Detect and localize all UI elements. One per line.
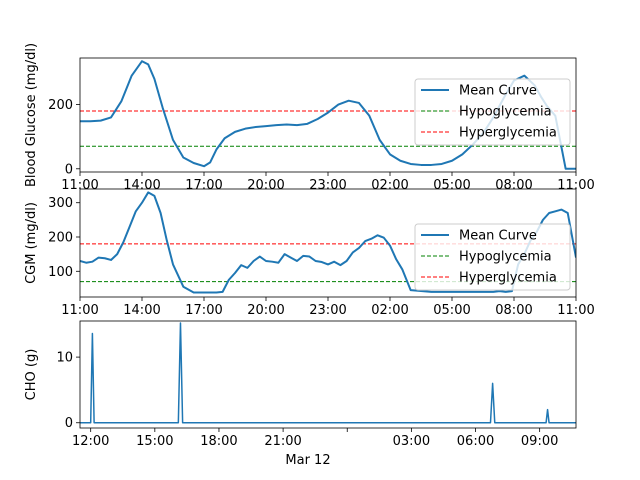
legend-label: Hyperglycemia bbox=[459, 271, 557, 286]
legend: Mean Curve Hypoglycemia Hyperglycemia bbox=[414, 223, 571, 291]
y-tick-label: 10 bbox=[56, 351, 73, 366]
cho-panel: 12:00 15:00 18:00 21:00 03:00 06:00 09:00 0 10 CH… bbox=[24, 320, 577, 468]
plot-area bbox=[80, 322, 576, 424]
legend-box bbox=[414, 78, 571, 146]
legend-label: Hypoglycemia bbox=[459, 250, 552, 265]
x-tick-label: 23:00 bbox=[309, 178, 346, 193]
x-tick-label: 20:00 bbox=[247, 178, 284, 193]
x-tick-label: 02:00 bbox=[371, 178, 408, 193]
y-tick-label: 100 bbox=[48, 265, 73, 280]
x-tick-label: 06:00 bbox=[457, 434, 494, 449]
legend: Mean Curve Hypoglycemia Hyperglycemia bbox=[414, 78, 571, 146]
blood-glucose-panel: 11:00 14:00 17:00 20:00 23:00 02:00 05:00 08:00… bbox=[24, 43, 595, 193]
series-line-mean-curve bbox=[80, 191, 576, 294]
y-tick-label: 200 bbox=[48, 98, 73, 113]
x-tick-label: 03:00 bbox=[393, 434, 430, 449]
x-tick-label: 17:00 bbox=[185, 303, 222, 318]
x-tick-label: 21:00 bbox=[264, 434, 301, 449]
y-tick-label: 200 bbox=[48, 231, 73, 246]
x-tick-label: 14:00 bbox=[123, 303, 160, 318]
x-tick-label: 17:00 bbox=[185, 178, 222, 193]
y-tick-label: 300 bbox=[48, 196, 73, 211]
x-tick-label: 11:00 bbox=[61, 303, 98, 318]
y-tick-label: 0 bbox=[65, 162, 73, 177]
y-tick-label: 0 bbox=[65, 416, 73, 431]
x-tick-label: 08:00 bbox=[495, 303, 532, 318]
x-axis-label: Mar 12 bbox=[285, 453, 330, 468]
x-tick-label: 18:00 bbox=[200, 434, 237, 449]
axes-frame bbox=[79, 320, 577, 429]
series-line-cho bbox=[80, 322, 576, 424]
plot-area bbox=[80, 191, 576, 294]
x-tick-label: 15:00 bbox=[136, 434, 173, 449]
x-tick-label: 14:00 bbox=[123, 178, 160, 193]
legend-label: Mean Curve bbox=[459, 84, 537, 99]
legend-box bbox=[414, 223, 571, 291]
cgm-panel: 11:00 14:00 17:00 20:00 23:00 02:00 05:00 08:00… bbox=[24, 188, 595, 318]
x-tick-label: 08:00 bbox=[495, 178, 532, 193]
y-axis-label: CGM (mg/dl) bbox=[24, 202, 39, 284]
x-tick-label: 05:00 bbox=[433, 303, 470, 318]
legend-label: Mean Curve bbox=[459, 229, 537, 244]
x-tick-label: 12:00 bbox=[72, 434, 109, 449]
y-axis-label: CHO (g) bbox=[24, 349, 39, 401]
x-tick-label: 23:00 bbox=[309, 303, 346, 318]
x-tick-label: 11:00 bbox=[557, 303, 594, 318]
y-axis-label: Blood Glucose (mg/dl) bbox=[24, 43, 39, 187]
legend-label: Hyperglycemia bbox=[459, 126, 557, 141]
legend-label: Hypoglycemia bbox=[459, 105, 552, 120]
x-tick-label: 20:00 bbox=[247, 303, 284, 318]
x-tick-label: 05:00 bbox=[433, 178, 470, 193]
x-tick-label: 09:00 bbox=[521, 434, 558, 449]
x-tick-label: 02:00 bbox=[371, 303, 408, 318]
